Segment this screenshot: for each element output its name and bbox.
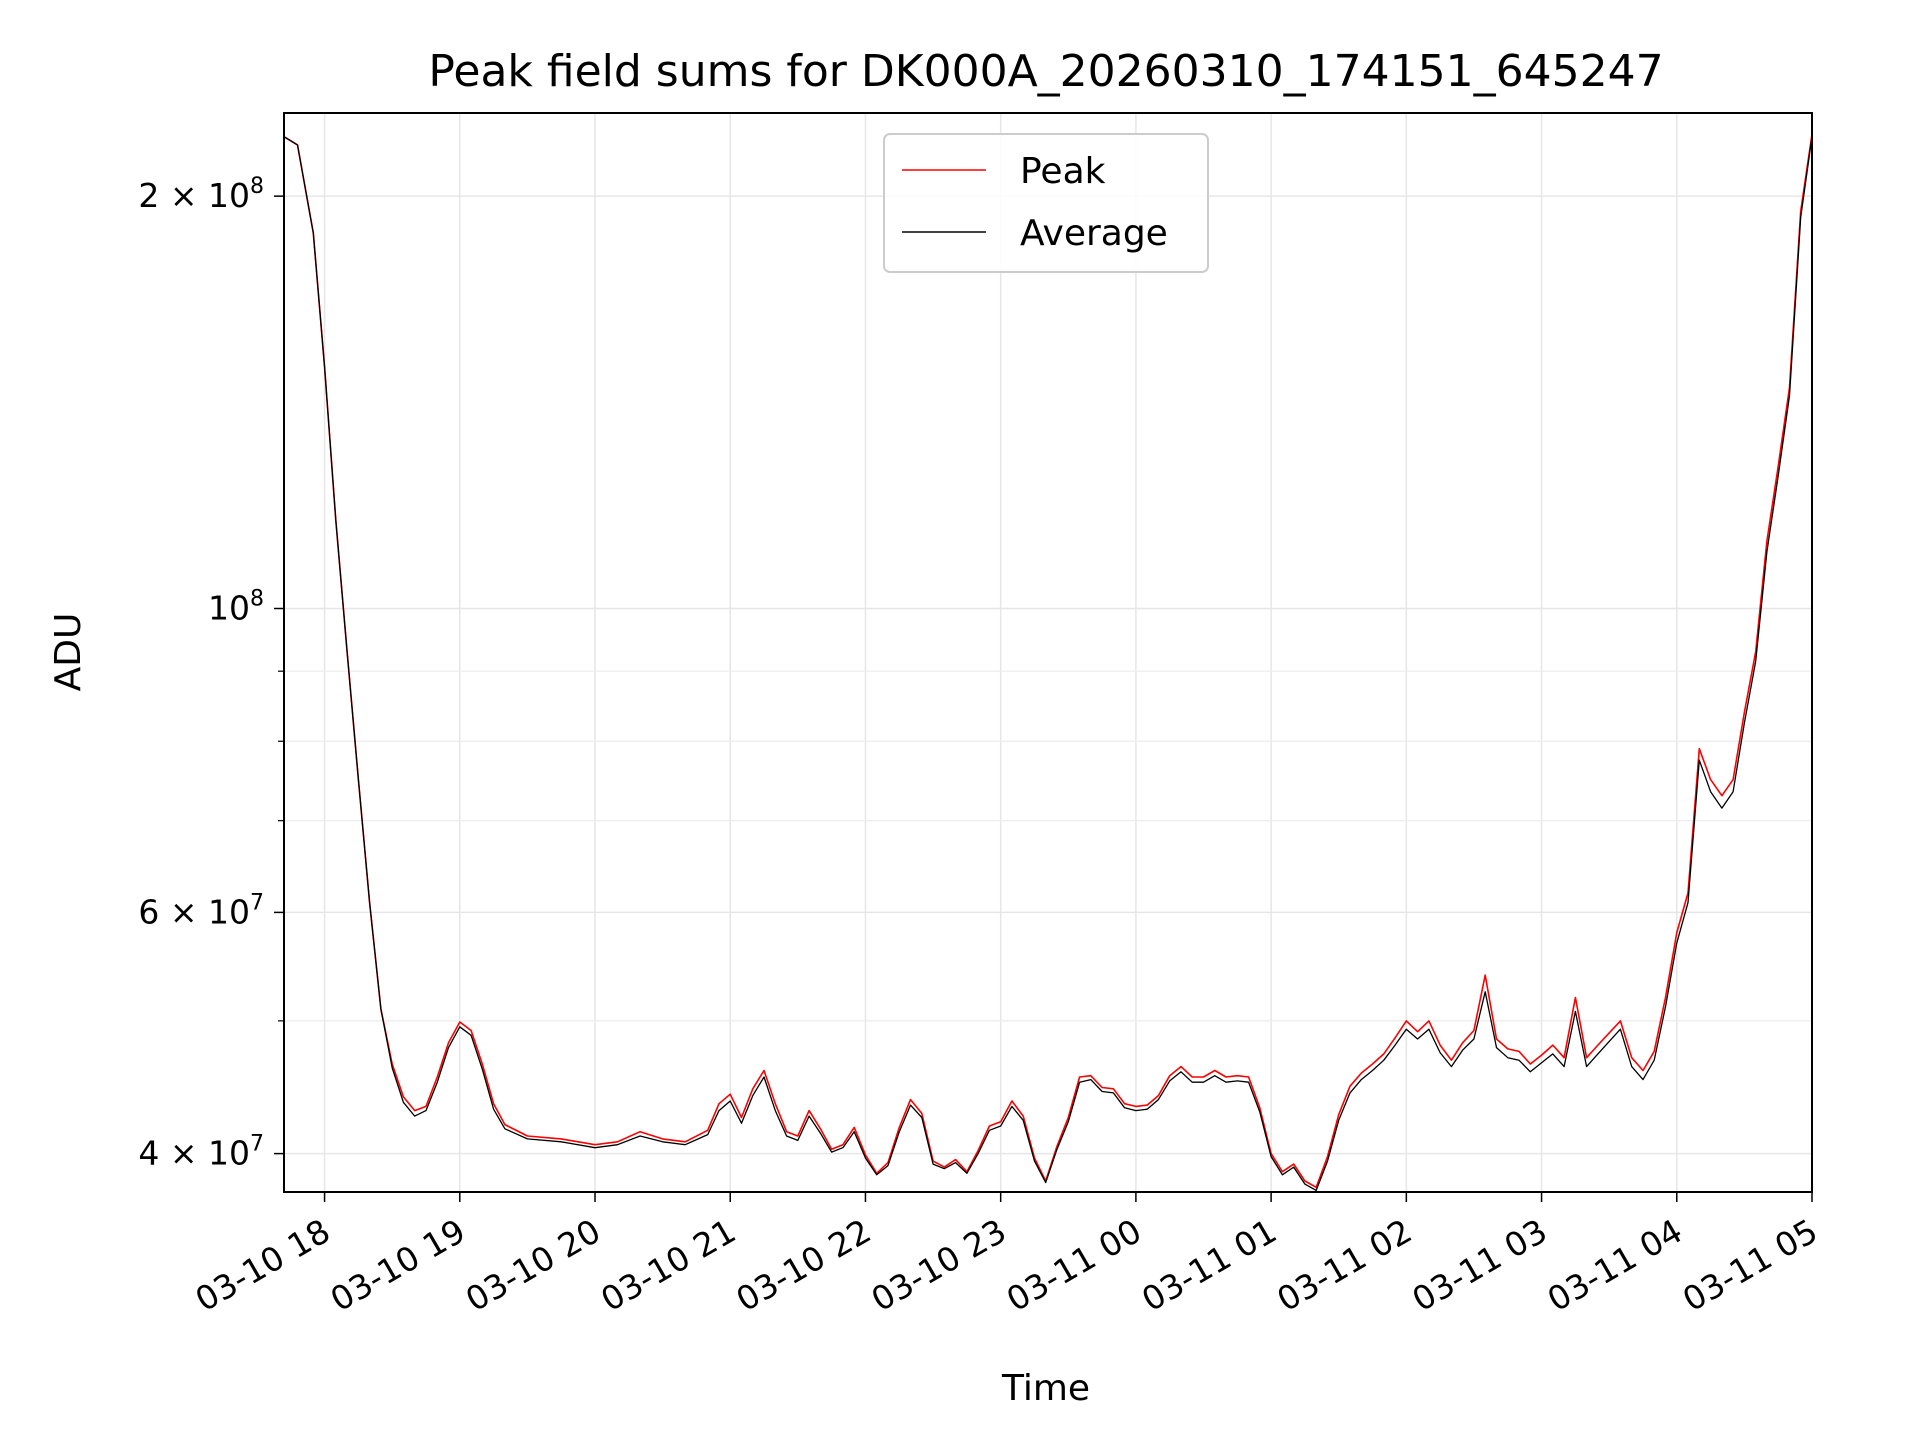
y-tick-label: 2 × 108 — [138, 174, 264, 215]
plot-area — [283, 133, 1813, 1192]
chart-title: Peak field sums for DK000A_20260310_1741… — [428, 46, 1663, 97]
series-line-peak — [283, 133, 1813, 1189]
y-axis: 4 × 107 6 × 107 108 2 × 108 — [138, 174, 284, 1173]
y-tick-label: 4 × 107 — [138, 1132, 264, 1173]
legend-label-average: Average — [1020, 213, 1168, 254]
grid-lines — [284, 113, 1813, 1192]
y-tick-label: 108 — [208, 587, 264, 628]
plot-frame — [283, 112, 1813, 1193]
legend: Peak Average — [883, 133, 1209, 273]
legend-box — [883, 133, 1209, 273]
series-line-average — [283, 136, 1813, 1192]
legend-label-peak: Peak — [1020, 151, 1106, 192]
y-tick-label: 6 × 107 — [138, 890, 264, 931]
x-axis-label: Time — [1001, 1368, 1090, 1409]
y-axis-label: ADU — [48, 613, 89, 692]
